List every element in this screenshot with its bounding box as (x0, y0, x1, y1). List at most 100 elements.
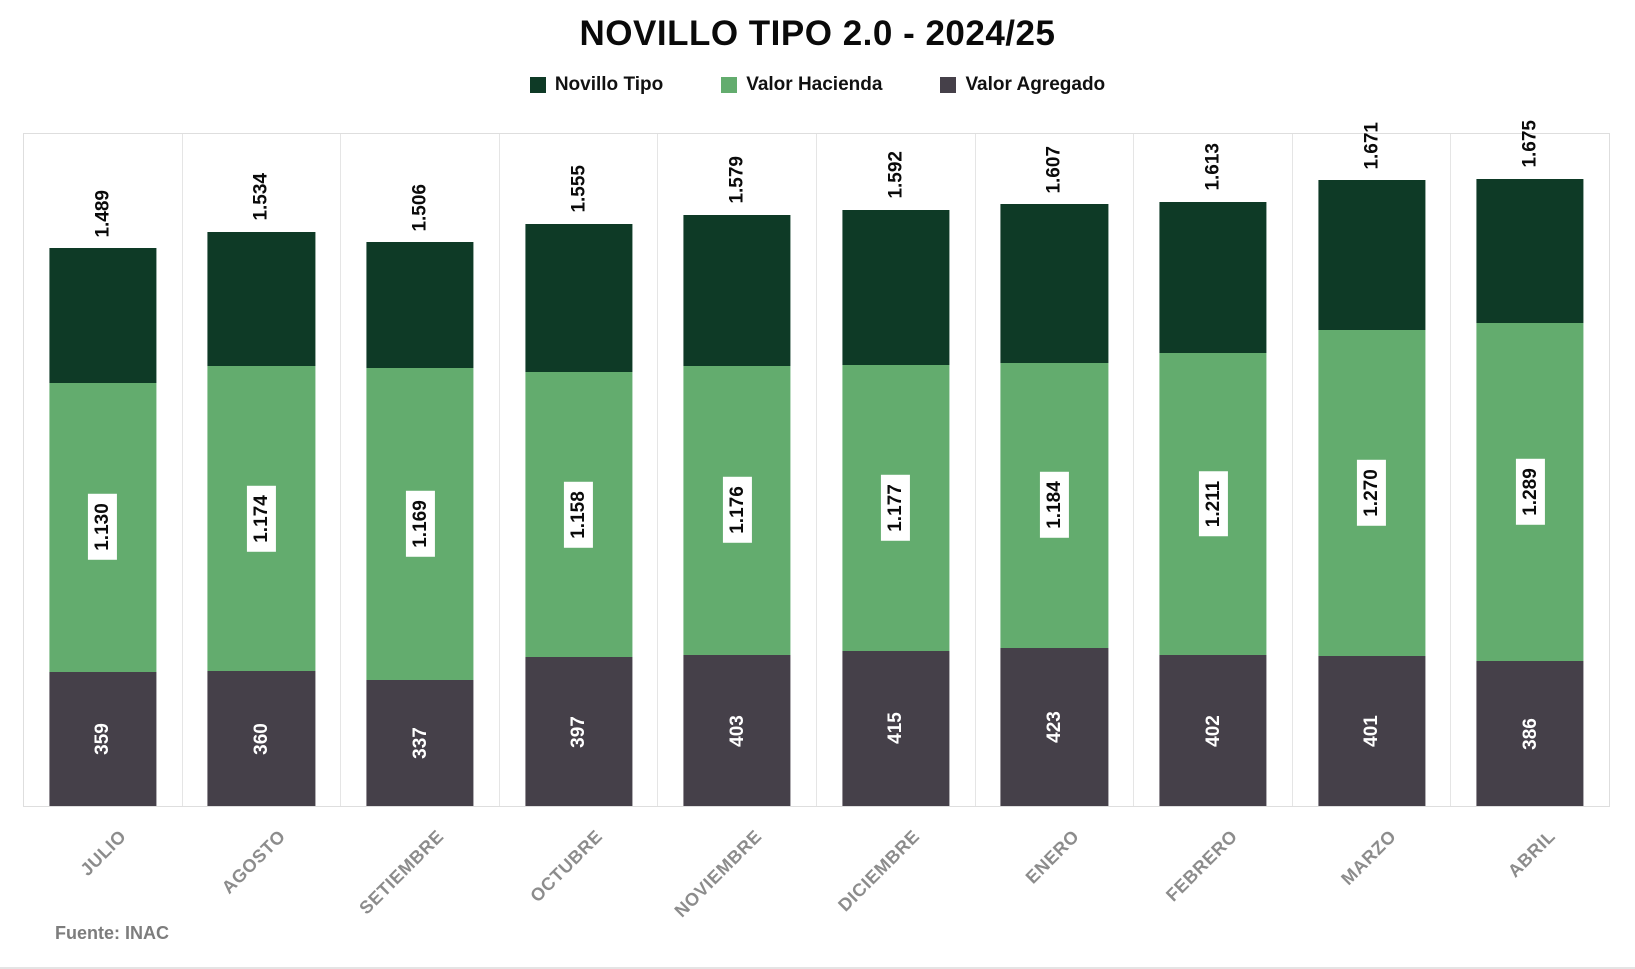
segment-novillo-tipo (49, 248, 157, 383)
month-label: JULIO (76, 826, 131, 880)
month-label: ABRIL (1503, 826, 1559, 882)
novillo-tipo-total-label: 1.671 (1361, 121, 1383, 170)
legend-swatch-valor-hacienda-icon (721, 77, 738, 93)
valor-hacienda-label: 1.176 (722, 477, 752, 544)
segment-valor-hacienda: 1.176 (683, 365, 791, 656)
valor-agregado-label: 386 (1519, 717, 1541, 750)
legend-item-novillo-tipo: Novillo Tipo (529, 74, 663, 96)
bar-column: 1.579 1.176 403 (658, 134, 817, 806)
valor-agregado-label: 359 (92, 722, 114, 755)
segment-novillo-tipo (1317, 180, 1426, 331)
segment-valor-hacienda: 1.270 (1317, 330, 1426, 656)
bar-column: 1.506 1.169 337 (341, 134, 500, 806)
month-label: DICIEMBRE (834, 826, 925, 916)
novillo-tipo-total-label: 1.579 (726, 156, 748, 204)
segment-valor-agregado: 386 (1476, 661, 1584, 806)
novillo-tipo-total-label: 1.607 (1043, 145, 1065, 194)
segment-valor-agregado: 423 (1000, 647, 1108, 806)
bar-column: 1.555 1.158 397 (500, 134, 659, 806)
stacked-bar: 1.613 1.211 402 (1159, 143, 1267, 806)
total-label-wrap: 1.592 (842, 151, 949, 199)
stacked-bar: 1.506 1.169 337 (366, 184, 474, 806)
segment-novillo-tipo (842, 209, 950, 366)
valor-agregado-label: 401 (1361, 715, 1383, 747)
stacked-bar: 1.579 1.176 403 (683, 156, 791, 806)
segment-valor-hacienda: 1.158 (525, 372, 633, 658)
total-label-wrap: 1.579 (684, 156, 791, 204)
source-note: Fuente: INAC (55, 923, 169, 943)
segment-novillo-tipo (1159, 202, 1267, 353)
segment-novillo-tipo (1476, 178, 1584, 324)
total-label-wrap: 1.555 (525, 165, 632, 213)
month-label: AGOSTO (217, 826, 290, 898)
valor-hacienda-label: 1.289 (1515, 459, 1545, 526)
segment-valor-hacienda: 1.289 (1476, 323, 1584, 662)
month-label: MARZO (1337, 826, 1401, 889)
valor-hacienda-label: 1.174 (246, 486, 276, 552)
valor-hacienda-label: 1.184 (1039, 472, 1069, 538)
segment-valor-agregado: 403 (683, 655, 791, 806)
segment-novillo-tipo (366, 242, 474, 369)
bar-column: 1.613 1.211 402 (1134, 134, 1293, 806)
stacked-bar: 1.607 1.184 423 (1000, 146, 1108, 806)
segment-valor-agregado: 360 (207, 671, 315, 806)
month-label: NOVIEMBRE (670, 826, 766, 922)
bar-column: 1.671 1.270 401 (1293, 122, 1452, 806)
novillo-tipo-total-label: 1.534 (250, 173, 272, 221)
stacked-bar: 1.489 1.130 359 (49, 190, 157, 806)
valor-agregado-label: 337 (409, 727, 431, 759)
segment-valor-agregado: 397 (525, 657, 633, 806)
segment-valor-hacienda: 1.177 (842, 365, 950, 651)
valor-hacienda-label: 1.211 (1198, 471, 1228, 537)
legend-label-valor-agregado: Valor Agregado (965, 74, 1106, 95)
bar-column: 1.592 1.177 415 (817, 134, 976, 806)
novillo-tipo-total-label: 1.675 (1519, 120, 1541, 168)
segment-novillo-tipo (1000, 204, 1108, 363)
total-label-wrap: 1.489 (49, 190, 156, 238)
total-label-wrap: 1.613 (1159, 143, 1266, 191)
legend: Novillo Tipo Valor Hacienda Valor Agrega… (0, 74, 1635, 96)
valor-agregado-label: 415 (885, 712, 907, 745)
bar-column: 1.534 1.174 360 (183, 134, 342, 806)
legend-swatch-valor-agregado-icon (940, 77, 957, 93)
stacked-bar: 1.555 1.158 397 (525, 165, 633, 806)
segment-valor-hacienda: 1.130 (49, 382, 157, 672)
novillo-tipo-total-label: 1.555 (568, 165, 590, 213)
valor-hacienda-label: 1.177 (881, 475, 911, 541)
bar-column: 1.675 1.289 386 (1451, 120, 1609, 806)
stacked-bar: 1.671 1.270 401 (1317, 122, 1426, 806)
stacked-bar: 1.592 1.177 415 (842, 151, 950, 806)
segment-novillo-tipo (207, 231, 315, 367)
month-label: OCTUBRE (526, 826, 607, 907)
segment-valor-agregado: 337 (366, 679, 474, 806)
valor-agregado-label: 402 (1202, 714, 1224, 747)
valor-agregado-label: 403 (726, 714, 748, 747)
total-label-wrap: 1.675 (1477, 120, 1584, 168)
month-label: FEBRERO (1162, 826, 1242, 906)
segment-novillo-tipo (683, 214, 791, 366)
month-label: ENERO (1021, 826, 1083, 888)
chart-title: NOVILLO TIPO 2.0 - 2024/25 (579, 14, 1056, 53)
segment-valor-hacienda: 1.184 (1000, 362, 1108, 648)
segment-novillo-tipo (525, 223, 633, 373)
segment-valor-hacienda: 1.211 (1159, 352, 1267, 656)
valor-hacienda-label: 1.169 (405, 491, 435, 557)
segment-valor-hacienda: 1.174 (207, 366, 315, 672)
total-label-wrap: 1.607 (1001, 146, 1108, 194)
valor-hacienda-label: 1.270 (1357, 460, 1387, 526)
legend-item-valor-agregado: Valor Agregado (940, 74, 1105, 96)
valor-agregado-label: 397 (568, 715, 590, 748)
segment-valor-agregado: 359 (49, 671, 157, 806)
stacked-bar: 1.534 1.174 360 (207, 173, 315, 806)
bar-column: 1.489 1.130 359 (24, 134, 183, 806)
bar-column: 1.607 1.184 423 (976, 134, 1135, 806)
novillo-tipo-total-label: 1.613 (1202, 143, 1224, 192)
segment-valor-agregado: 415 (842, 650, 950, 806)
total-label-wrap: 1.506 (366, 184, 473, 232)
segment-valor-agregado: 401 (1317, 655, 1426, 806)
stacked-bar: 1.675 1.289 386 (1476, 120, 1584, 806)
valor-hacienda-label: 1.158 (564, 482, 594, 548)
valor-agregado-label: 423 (1043, 710, 1065, 743)
total-label-wrap: 1.534 (208, 173, 315, 221)
